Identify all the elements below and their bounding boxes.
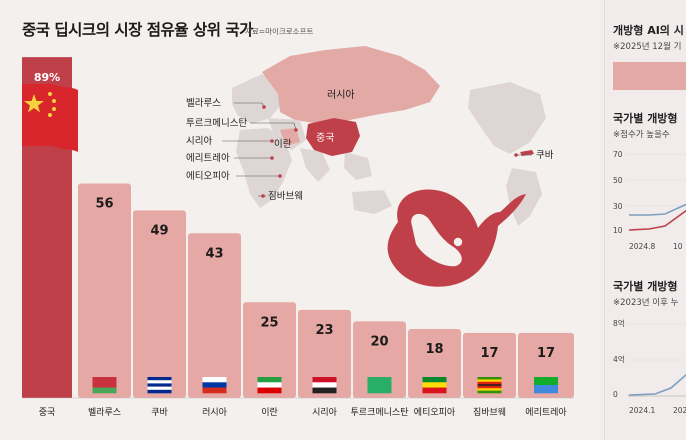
main-infographic: 중국 딥시크의 시장 점유율 상위 국가 자료=마이크로소프트 벨라루스 — [22, 21, 574, 418]
rp-s2-y-tick-50: 50 — [613, 176, 623, 185]
map-europe — [232, 74, 282, 124]
category-label-3: 러시아 — [202, 407, 228, 418]
bar-2 — [133, 210, 186, 398]
bar-value-label-9: 17 — [537, 346, 555, 361]
bar-value-label-2: 49 — [150, 223, 168, 238]
rp-s3-x-tick-1: 2024.1 — [629, 406, 656, 415]
bar-value-label-5: 23 — [315, 323, 333, 338]
bar-4 — [243, 302, 296, 398]
rp-section3-note: ※2023년 이후 누 — [613, 298, 679, 308]
map-russia — [262, 46, 440, 124]
bar-value-label-3: 43 — [205, 246, 223, 261]
world-map: 벨라루스 투르크메니스탄 시리아 에리트레아 에티오피아 짐바브웨 이란 러시아… — [22, 46, 574, 418]
bar-8 — [463, 332, 516, 398]
map-label-turkmenistan: 투르크메니스탄 — [186, 118, 247, 129]
map-label-syria: 시리아 — [186, 136, 212, 147]
map-north-america — [468, 82, 546, 154]
bar-value-label-8: 17 — [480, 346, 498, 361]
bar-value-label-0: 89% — [34, 71, 60, 84]
map-label-belarus: 벨라루스 — [186, 98, 221, 109]
bar-value-label-7: 18 — [425, 342, 443, 357]
category-label-5: 시리아 — [312, 407, 338, 418]
rp-section3-lines — [627, 323, 686, 397]
rp-section3-title: 국가별 개방형 — [613, 280, 678, 293]
deepseek-whale-logo-icon — [387, 189, 526, 287]
map-label-eritrea: 에리트레아 — [186, 153, 230, 164]
rp-s3-y-tick-0: 0 — [613, 390, 618, 399]
bar-value-label-4: 25 — [260, 315, 278, 330]
bar-value-label-1: 56 — [95, 197, 113, 212]
bar-value-label-6: 20 — [370, 334, 388, 349]
bar-1 — [78, 183, 131, 398]
map-label-group: 벨라루스 투르크메니스탄 시리아 에리트레아 에티오피아 짐바브웨 이란 러시아… — [186, 89, 554, 202]
rp-s3-y-tick-4: 4억 — [613, 355, 625, 364]
map-label-ethiopia: 에티오피아 — [186, 171, 230, 182]
rp-s2-y-tick-30: 30 — [613, 202, 623, 211]
map-label-iran: 이란 — [274, 138, 292, 150]
rp-s3-y-tick-8: 8억 — [613, 319, 625, 328]
rp-s2-y-tick-10: 10 — [613, 226, 623, 235]
map-label-zimbabwe: 짐바브웨 — [268, 190, 303, 202]
rp-section2-note: ※점수가 높을수 — [613, 130, 670, 140]
map-label-china: 중국 — [316, 132, 334, 144]
category-label-4: 이란 — [261, 406, 278, 418]
page-title: 중국 딥시크의 시장 점유율 상위 국가 — [22, 21, 253, 39]
rp-s3-x-tick-2: 202 — [673, 406, 686, 415]
source-note: 자료=마이크로소프트 — [245, 27, 314, 36]
category-label-9: 에리트레아 — [525, 407, 567, 418]
right-panel-partial: 개방형 AI의 시 ※2025년 12월 기 국가별 개방형 ※점수가 높을수 … — [604, 0, 686, 440]
category-label-0: 중국 — [39, 407, 56, 418]
map-label-cuba: 쿠바 — [536, 150, 554, 161]
map-china — [306, 118, 360, 156]
bar-3 — [188, 233, 241, 398]
map-iran — [280, 128, 300, 146]
rp-section1-bar — [613, 62, 686, 90]
bar-9 — [518, 332, 574, 398]
rp-section2-lines — [627, 153, 686, 231]
category-label-7: 에티오피아 — [414, 407, 456, 418]
map-asia-se — [344, 152, 372, 180]
map-australia — [352, 190, 392, 214]
category-label-6: 투르크메니스탄 — [351, 407, 409, 418]
map-cuba — [520, 150, 534, 156]
rp-s2-x-tick-1: 2024.8 — [629, 242, 656, 251]
rp-section1-title: 개방형 AI의 시 — [613, 24, 684, 37]
flag-china — [22, 84, 78, 152]
category-label-1: 벨라루스 — [88, 407, 121, 418]
category-label-8: 짐바브웨 — [473, 406, 506, 418]
bar-5 — [298, 309, 351, 398]
rp-section2-title: 국가별 개방형 — [613, 112, 678, 125]
bar-6 — [353, 321, 406, 398]
category-label-2: 쿠바 — [151, 407, 168, 418]
map-asia-south — [300, 148, 330, 182]
rp-section1-note: ※2025년 12월 기 — [613, 42, 682, 52]
map-label-russia: 러시아 — [327, 89, 355, 101]
bar-7 — [408, 329, 461, 398]
map-africa — [236, 128, 292, 208]
rp-s2-y-tick-70: 70 — [613, 150, 623, 159]
rp-s2-x-tick-2: 10 — [673, 242, 683, 251]
